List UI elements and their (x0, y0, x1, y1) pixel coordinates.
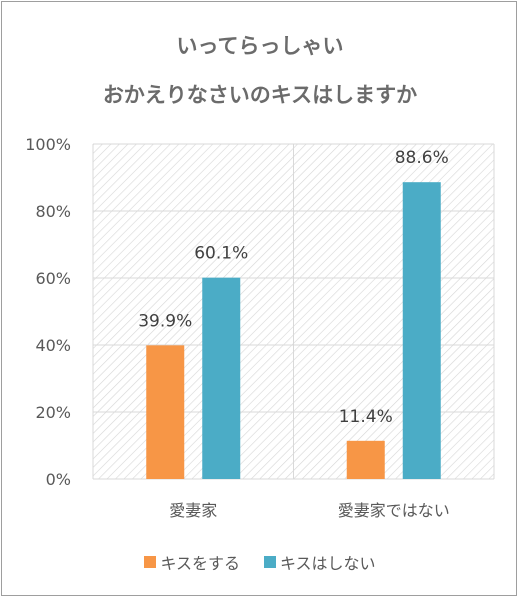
data-label: 88.6% (395, 148, 449, 168)
bar (202, 277, 241, 479)
legend-label-no-kiss: キスはしない (280, 554, 376, 573)
x-tick-label: 愛妻家ではない (338, 501, 450, 520)
legend-swatch-no-kiss (264, 556, 276, 568)
data-label: 60.1% (194, 244, 248, 264)
y-tick-label: 100% (25, 135, 71, 154)
chart-legend: キスをする キスはしない (0, 550, 520, 574)
legend-item-kiss: キスをする (144, 550, 240, 574)
bar (402, 182, 441, 479)
y-tick-label: 60% (35, 269, 71, 288)
bar (146, 345, 185, 479)
legend-swatch-kiss (144, 556, 157, 568)
chart-subtitle: おかえりなさいのキスはしますか (102, 83, 418, 107)
x-tick-label: 愛妻家 (169, 501, 217, 520)
data-label: 11.4% (339, 407, 393, 427)
data-label: 39.9% (138, 311, 192, 331)
legend-label-kiss: キスをする (160, 554, 240, 573)
y-tick-label: 40% (35, 336, 71, 355)
y-tick-label: 20% (35, 403, 71, 422)
bar (346, 440, 385, 479)
y-tick-label: 0% (46, 470, 71, 489)
legend-item-no-kiss: キスはしない (264, 550, 376, 574)
chart-title: いってらっしゃい (176, 34, 344, 58)
y-tick-label: 80% (35, 202, 71, 221)
